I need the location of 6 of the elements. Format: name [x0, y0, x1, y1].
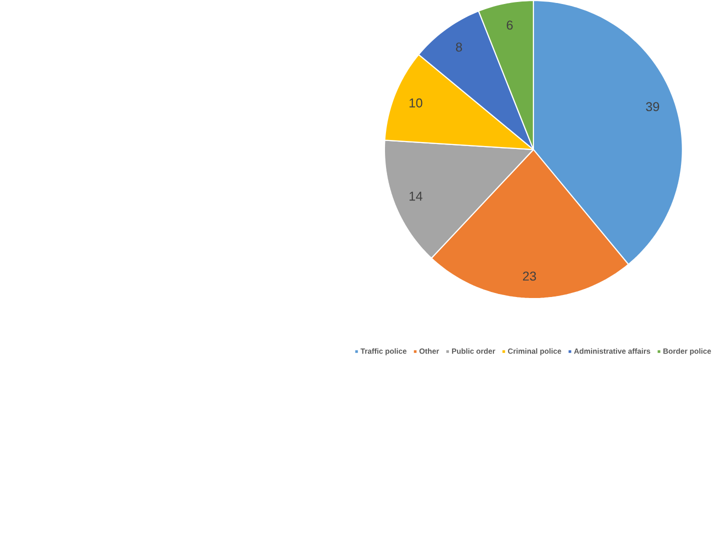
data-label: 39: [646, 102, 660, 112]
data-label: 10: [410, 98, 422, 108]
data-label: 8: [456, 42, 462, 52]
data-label: 14: [410, 192, 422, 200]
data-label: 6: [506, 20, 513, 30]
data-label: 23: [523, 271, 536, 280]
